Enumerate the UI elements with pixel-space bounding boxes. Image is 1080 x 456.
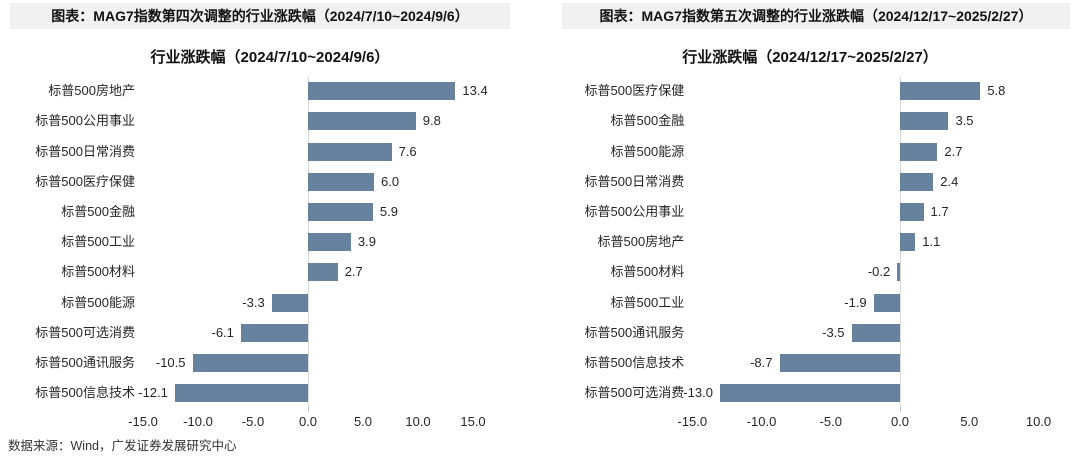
chart-title: 行业涨跌幅（2024/12/17~2025/2/27） [682, 49, 938, 66]
value-label: 3.5 [955, 113, 974, 129]
value-label: 3.9 [357, 234, 376, 250]
value-label: -12.1 [138, 385, 168, 401]
bar [308, 112, 416, 131]
bar-chart-left: 行业涨跌幅（2024/7/10~2024/9/6） 标普500房地产 13.4 标普5… [35, 49, 488, 429]
value-label: -0.2 [867, 264, 891, 280]
value-label: -3.3 [242, 294, 265, 310]
category-label: 标普500材料 [610, 264, 685, 280]
x-axis-tick-label: 5.0 [353, 414, 373, 429]
bar [779, 353, 900, 372]
bar [900, 202, 924, 221]
bar [719, 384, 900, 403]
x-axis-tick-label: -5.0 [241, 414, 265, 429]
x-axis-tick-label: 0.0 [298, 414, 318, 429]
zero-axis-tick-mark [900, 407, 901, 412]
value-label: 1.7 [930, 203, 949, 219]
bar [308, 233, 351, 252]
value-label: -1.9 [844, 294, 867, 310]
category-label: 标普500能源 [610, 143, 685, 159]
category-label: 标普500医疗保健 [35, 173, 135, 189]
bar [308, 202, 373, 221]
bar [308, 82, 456, 101]
x-axis-tick-label: 0.0 [890, 414, 910, 429]
value-label: -8.7 [750, 354, 773, 370]
bar [174, 384, 308, 403]
zero-axis-tick-mark [308, 407, 309, 412]
category-label: 标普500可选消费 [584, 385, 685, 401]
figure-header-right: 图表：MAG7指数第五次调整的行业涨跌幅（2024/12/17~2025/2/2… [562, 3, 1070, 29]
bar [900, 112, 949, 131]
category-label: 标普500房地产 [48, 83, 135, 99]
value-label: 9.8 [422, 113, 441, 129]
value-label: 13.4 [462, 83, 488, 99]
x-axis-tick-label: -15.0 [128, 414, 158, 429]
value-label: 5.9 [379, 203, 398, 219]
figure-header-left: 图表：MAG7指数第四次调整的行业涨跌幅（2024/7/10~2024/9/6） [10, 3, 510, 29]
category-label: 标普500工业 [61, 234, 135, 250]
value-label: 2.7 [344, 264, 363, 280]
bar-chart-right: 行业涨跌幅（2024/12/17~2025/2/27） 标普500医疗保健 5.8 标… [540, 0, 1080, 456]
source-note: 数据来源：Wind，广发证券发展研究中心 [8, 439, 237, 453]
category-label: 标普500公用事业 [35, 113, 135, 129]
bar [900, 82, 981, 101]
category-label: 标普500信息技术 [584, 354, 685, 370]
value-label: -6.1 [211, 324, 234, 340]
x-axis-tick-label: -5.0 [819, 414, 842, 429]
category-label: 标普500日常消费 [35, 143, 135, 159]
bar [192, 353, 308, 372]
value-label: -13.0 [683, 385, 713, 401]
x-axis-tick-label: 10.0 [1025, 414, 1052, 429]
category-label: 标普500公用事业 [584, 203, 685, 219]
category-label: 标普500通讯服务 [35, 354, 135, 370]
x-axis-tick-label: 15.0 [460, 414, 486, 429]
value-label: 2.4 [940, 173, 959, 189]
chart-title: 行业涨跌幅（2024/7/10~2024/9/6） [150, 49, 390, 66]
bar [308, 172, 374, 191]
category-label: 标普500通讯服务 [584, 324, 685, 340]
x-axis-tick-label: -10.0 [183, 414, 213, 429]
x-axis-tick-label: 10.0 [405, 414, 431, 429]
x-axis-tick-label: -10.0 [746, 414, 777, 429]
bar [851, 323, 900, 342]
category-label: 标普500能源 [61, 294, 135, 310]
bar [900, 172, 934, 191]
category-label: 标普500信息技术 [35, 385, 135, 401]
category-label: 标普500房地产 [597, 234, 685, 250]
category-label: 标普500材料 [61, 264, 135, 280]
category-label: 标普500金融 [61, 203, 135, 219]
category-label: 标普500医疗保健 [584, 83, 685, 99]
value-label: -3.5 [822, 324, 845, 340]
value-label: 7.6 [398, 143, 417, 159]
value-label: 1.1 [922, 234, 941, 250]
value-label: -10.5 [155, 354, 186, 370]
category-label: 标普500可选消费 [35, 324, 135, 340]
bar [873, 293, 900, 312]
bar [897, 263, 900, 282]
category-label: 标普500工业 [610, 294, 685, 310]
x-axis-tick-label: -15.0 [677, 414, 708, 429]
bar [900, 142, 938, 161]
bar [308, 263, 338, 282]
bar [308, 142, 392, 161]
bar [900, 233, 916, 252]
category-label: 标普500日常消费 [584, 173, 685, 189]
value-label: 6.0 [381, 173, 400, 189]
category-label: 标普500金融 [610, 113, 685, 129]
value-label: 2.7 [944, 143, 963, 159]
bar [271, 293, 308, 312]
bar [240, 323, 308, 342]
x-axis-tick-label: 5.0 [960, 414, 979, 429]
value-label: 5.8 [987, 83, 1006, 99]
